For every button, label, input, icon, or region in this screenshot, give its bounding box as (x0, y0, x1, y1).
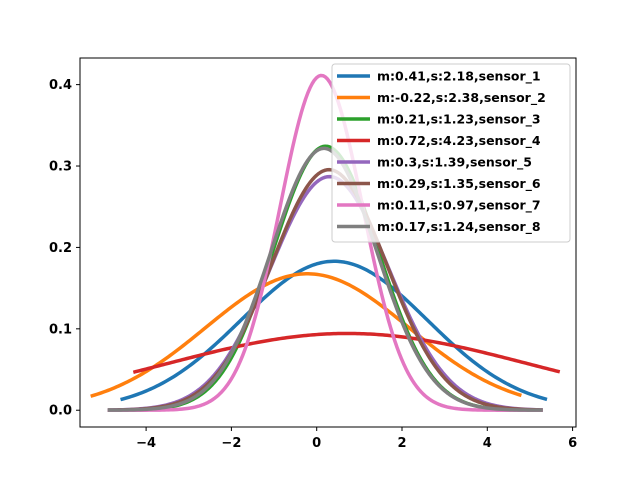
y-tick-label: 0.2 (49, 241, 72, 256)
y-tick-label: 0.3 (49, 160, 72, 175)
series-line-1 (120, 259, 548, 402)
legend-label: m:0.72,s:4.23,sensor_4 (377, 133, 541, 149)
legend-box (331, 63, 571, 243)
series-line-4 (132, 331, 561, 374)
axes-frame (79, 57, 577, 428)
legend-label: m:-0.22,s:2.38,sensor_2 (377, 90, 546, 106)
x-tick-label: 6 (568, 436, 577, 451)
series-line-8 (107, 146, 543, 412)
x-tick-label: −2 (221, 436, 241, 451)
legend-label: m:0.21,s:1.23,sensor_3 (377, 112, 541, 128)
series-line-7 (107, 73, 543, 412)
x-tick-label: −4 (136, 436, 156, 451)
legend-label: m:0.3,s:1.39,sensor_5 (377, 155, 532, 171)
y-tick-label: 0.4 (49, 78, 72, 93)
y-tick-label: 0.0 (49, 404, 72, 419)
legend-label: m:0.11,s:0.97,sensor_7 (377, 198, 541, 214)
y-axis: 0.0 0.1 0.2 0.3 0.4 (49, 78, 80, 419)
legend: m:0.41,s:2.18,sensor_1 m:-0.22,s:2.38,sen… (331, 63, 571, 243)
legend-label: m:0.29,s:1.35,sensor_6 (377, 176, 541, 192)
x-tick-label: 0 (312, 436, 321, 451)
legend-label: m:0.17,s:1.24,sensor_8 (377, 219, 541, 235)
series-line-2 (90, 272, 522, 398)
plot-area (90, 73, 561, 412)
x-axis: −4 −2 0 2 4 6 (136, 427, 577, 451)
y-tick-label: 0.1 (49, 322, 72, 337)
x-tick-label: 2 (397, 436, 406, 451)
axes-border (79, 57, 577, 428)
x-tick-label: 4 (483, 436, 492, 451)
legend-label: m:0.41,s:2.18,sensor_1 (377, 69, 541, 85)
series-line-6 (107, 167, 543, 412)
